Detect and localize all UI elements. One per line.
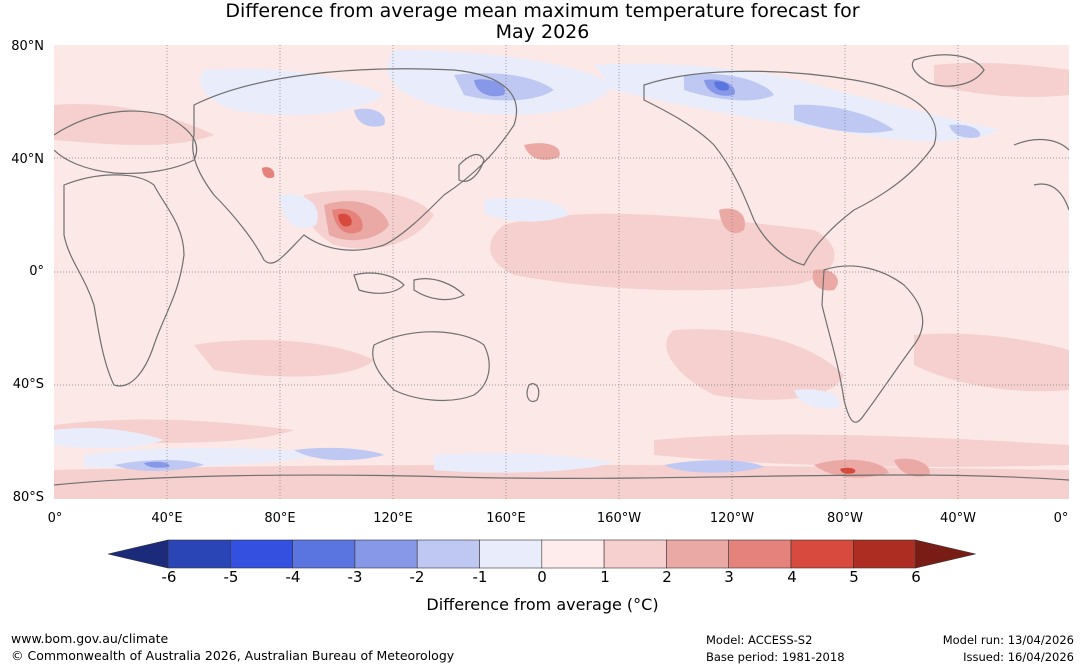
colorbar-segment: [167, 539, 231, 569]
colorbar-tick: -5: [223, 568, 239, 586]
lon-label-80e: 80°E: [264, 511, 296, 526]
footer-model: Model: ACCESS-S2: [706, 633, 813, 647]
colorbar-tick: 6: [911, 568, 921, 586]
lat-label-0: 0°: [29, 264, 44, 279]
colorbar-tick: -2: [409, 568, 425, 586]
lon-label-120w: 120°W: [709, 511, 755, 526]
colorbar-segment: [728, 539, 792, 569]
colorbar-segment: [230, 539, 293, 569]
lon-label-120e: 120°E: [373, 511, 413, 526]
lon-label-40e: 40°E: [151, 511, 183, 526]
footer-base-period: Base period: 1981-2018: [706, 650, 845, 664]
colorbar-tick: 3: [724, 568, 734, 586]
colorbar-segment: [666, 539, 730, 569]
lon-label-160w: 160°W: [596, 511, 642, 526]
footer-model-run: Model run: 13/04/2026: [942, 633, 1074, 647]
colorbar-tick: 2: [662, 568, 672, 586]
colorbar-segment: [852, 539, 916, 569]
colorbar-tick: -3: [347, 568, 363, 586]
anomaly-regions: [54, 50, 1069, 499]
lat-label-40n: 40°N: [11, 152, 44, 167]
colorbar-segment: [479, 539, 543, 569]
colorbar-segment: [603, 539, 667, 569]
lon-label-80w: 80°W: [827, 511, 863, 526]
colorbar-tick: 0: [537, 568, 547, 586]
title-line-2: May 2026: [495, 21, 590, 43]
footer-website: www.bom.gov.au/climate: [11, 631, 169, 646]
forecast-map: [54, 45, 1069, 499]
gridlines: [54, 45, 1069, 499]
colorbar-segment: [292, 539, 356, 569]
colorbar-arrow-low: [108, 539, 169, 569]
title-line-1: Difference from average mean maximum tem…: [225, 0, 860, 22]
colorbar-segment: [354, 539, 418, 569]
colorbar-label: Difference from average (°C): [426, 595, 659, 614]
lon-label-40w: 40°W: [940, 511, 976, 526]
colorbar-arrow-high: [915, 539, 976, 569]
lat-label-80s: 80°S: [12, 490, 44, 505]
colorbar-segments: [108, 539, 976, 569]
colorbar-tick: -1: [472, 568, 488, 586]
colorbar: [108, 539, 976, 569]
colorbar-segment: [416, 539, 480, 569]
footer-copyright: © Commonwealth of Australia 2026, Austra…: [11, 648, 455, 663]
lat-label-80n: 80°N: [11, 39, 44, 54]
colorbar-tick: 1: [600, 568, 610, 586]
coastlines: [54, 54, 1069, 486]
colorbar-tick: 5: [849, 568, 859, 586]
colorbar-segment: [541, 539, 605, 569]
colorbar-segment: [790, 539, 854, 569]
colorbar-tick: -6: [161, 568, 177, 586]
colorbar-tick: -4: [285, 568, 301, 586]
footer-issued: Issued: 16/04/2026: [963, 650, 1074, 664]
colorbar-tick: 4: [787, 568, 797, 586]
lat-label-40s: 40°S: [12, 377, 44, 392]
lon-label-160e: 160°E: [486, 511, 526, 526]
lon-label-0-right: 0°: [1053, 511, 1069, 526]
lon-label-0: 0°: [47, 511, 63, 526]
